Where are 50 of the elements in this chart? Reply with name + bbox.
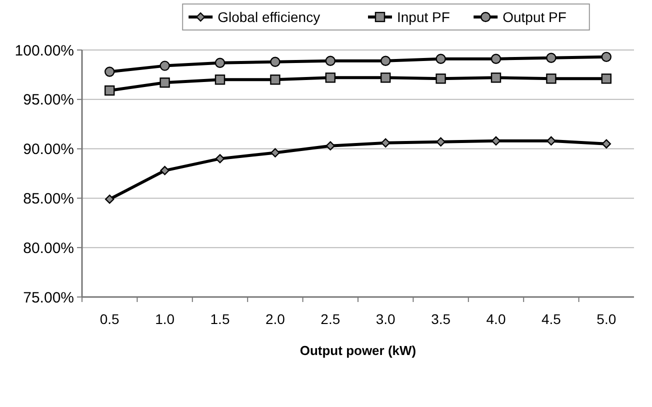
point [270, 74, 280, 85]
y-tick-label: 100.00% [14, 42, 74, 60]
point [381, 138, 390, 148]
x-tick-label: 5.0 [596, 311, 616, 327]
point [326, 141, 335, 150]
x-tick-label: 3.0 [376, 311, 396, 327]
x-tick-label: 3.5 [431, 311, 451, 327]
point [270, 56, 280, 67]
point [104, 85, 115, 96]
point [601, 74, 612, 84]
point [436, 137, 446, 146]
legend-label: Input PF [397, 8, 450, 25]
y-tick-label: 90.00% [23, 141, 74, 158]
point [160, 60, 170, 71]
point [546, 52, 556, 64]
legend-label: Output PF [502, 8, 566, 25]
point [325, 72, 336, 83]
x-axis-title: Output power (kW) [300, 343, 416, 358]
x-tick-label: 2.5 [320, 311, 340, 327]
point [215, 154, 225, 164]
legend-label: Global efficiency [218, 8, 320, 25]
x-tick-label: 1.0 [155, 311, 175, 327]
point [380, 72, 391, 83]
point [380, 56, 391, 66]
point [436, 54, 446, 64]
y-tick-label: 95.00% [23, 92, 74, 109]
point [546, 74, 556, 84]
point [601, 52, 612, 62]
point [270, 148, 280, 158]
point [160, 166, 170, 176]
point [490, 72, 502, 83]
y-tick-label: 75.00% [23, 289, 74, 306]
point [105, 194, 114, 204]
x-tick-label: 1.5 [210, 311, 230, 327]
point [602, 139, 611, 148]
x-tick-label: 4.5 [541, 311, 562, 327]
point [104, 66, 115, 77]
x-tick-label: 0.5 [100, 311, 120, 327]
point [214, 74, 226, 85]
point [214, 58, 226, 68]
point [160, 78, 170, 88]
point [436, 74, 446, 84]
y-tick-label: 85.00% [23, 190, 74, 208]
point [546, 136, 556, 146]
y-tick-label: 80.00% [23, 240, 74, 257]
x-tick-label: 2.0 [265, 311, 286, 327]
x-tick-label: 4.0 [486, 311, 506, 327]
point [491, 136, 501, 146]
point [490, 54, 502, 64]
point [325, 56, 336, 66]
